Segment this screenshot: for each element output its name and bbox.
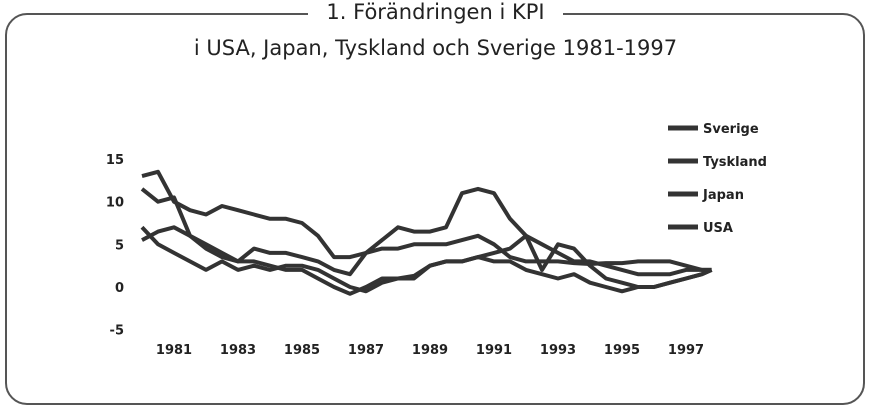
y-tick-label: 5: [115, 238, 124, 253]
chart-subtitle: i USA, Japan, Tyskland och Sverige 1981-…: [193, 36, 678, 60]
x-tick-label: 1989: [412, 343, 448, 358]
y-tick-label: -5: [110, 324, 124, 339]
y-tick-label: 0: [115, 281, 124, 296]
x-tick-label: 1995: [604, 343, 640, 358]
x-tick-label: 1983: [220, 343, 256, 358]
chart-title: 1. Förändringen i KPI: [308, 0, 563, 24]
x-tick-label: 1985: [284, 343, 320, 358]
legend-label: Sverige: [703, 122, 759, 137]
legend-label: USA: [703, 221, 733, 236]
x-tick-label: 1981: [156, 343, 192, 358]
x-tick-label: 1991: [476, 343, 512, 358]
y-tick-label: 15: [106, 153, 124, 168]
x-tick-label: 1987: [348, 343, 384, 358]
series-line-sverige: [141, 169, 713, 289]
series-line-japan: [140, 225, 713, 294]
x-tick-label: 1993: [540, 343, 576, 358]
y-tick-label: 10: [106, 196, 124, 211]
x-tick-label: 1997: [668, 343, 704, 358]
series-line-usa: [140, 187, 712, 277]
legend-label: Japan: [702, 188, 744, 203]
legend-label: Tyskland: [703, 155, 767, 170]
